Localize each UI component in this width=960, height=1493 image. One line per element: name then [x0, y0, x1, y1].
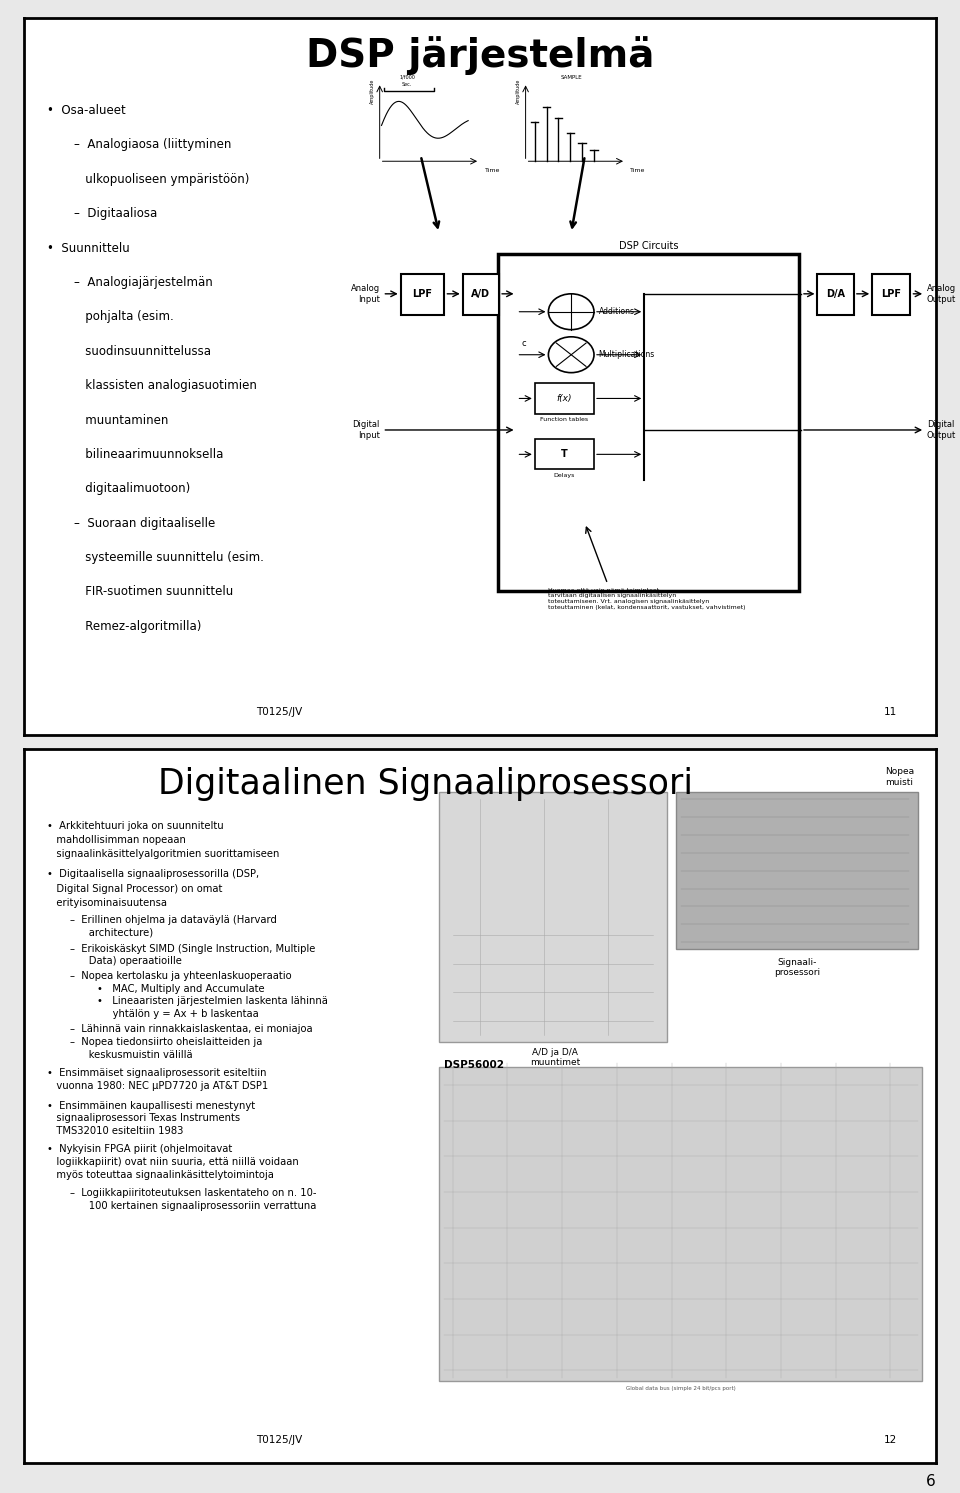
Text: logiikkapiirit) ovat niin suuria, että niillä voidaan: logiikkapiirit) ovat niin suuria, että n… — [47, 1157, 299, 1168]
Text: •  Digitaalisella signaaliprosessorilla (DSP,: • Digitaalisella signaaliprosessorilla (… — [47, 869, 259, 879]
Text: –  Nopea tiedonsiirto oheislaitteiden ja: – Nopea tiedonsiirto oheislaitteiden ja — [69, 1038, 262, 1047]
Text: T0125/JV: T0125/JV — [256, 1435, 302, 1445]
Text: suodinsuunnittelussa: suodinsuunnittelussa — [74, 345, 211, 358]
Bar — [535, 439, 594, 469]
Bar — [439, 1067, 923, 1381]
Text: Digitaalinen Signaaliprosessori: Digitaalinen Signaaliprosessori — [157, 767, 693, 802]
Text: Analog
Input: Analog Input — [350, 284, 380, 303]
Bar — [873, 273, 910, 315]
Bar — [439, 793, 667, 1042]
Text: –  Lähinnä vain rinnakkaislaskentaa, ei moniajoa: – Lähinnä vain rinnakkaislaskentaa, ei m… — [69, 1024, 312, 1035]
Text: keskusmuistin välillä: keskusmuistin välillä — [69, 1050, 192, 1060]
Text: Amplitude: Amplitude — [516, 79, 521, 105]
Text: mahdollisimman nopeaan: mahdollisimman nopeaan — [47, 835, 185, 845]
Text: 1/f000: 1/f000 — [399, 75, 415, 79]
Bar — [676, 793, 918, 950]
Text: LPF: LPF — [413, 288, 433, 299]
Text: –  Suoraan digitaaliselle: – Suoraan digitaaliselle — [74, 517, 215, 530]
Text: systeemille suunnittelu (esim.: systeemille suunnittelu (esim. — [74, 551, 264, 564]
Text: T: T — [561, 449, 567, 460]
Text: pohjalta (esim.: pohjalta (esim. — [74, 311, 174, 324]
Text: TMS32010 esiteltiin 1983: TMS32010 esiteltiin 1983 — [47, 1126, 183, 1136]
Text: Multiplications: Multiplications — [599, 351, 655, 360]
Text: Digital
Input: Digital Input — [352, 421, 380, 439]
Text: –  Nopea kertolasku ja yhteenlaskuoperaatio: – Nopea kertolasku ja yhteenlaskuoperaat… — [69, 970, 291, 981]
Text: Sec.: Sec. — [402, 82, 412, 87]
Text: muuntaminen: muuntaminen — [74, 414, 169, 427]
Text: –  Erillinen ohjelma ja dataväylä (Harvard: – Erillinen ohjelma ja dataväylä (Harvar… — [69, 915, 276, 926]
Text: 12: 12 — [884, 1435, 897, 1445]
Bar — [535, 384, 594, 414]
Text: •  Ensimmäinen kaupallisesti menestynyt: • Ensimmäinen kaupallisesti menestynyt — [47, 1100, 255, 1111]
Text: •  Arkkitehtuuri joka on suunniteltu: • Arkkitehtuuri joka on suunniteltu — [47, 821, 224, 830]
Text: Signaali-
prosessori: Signaali- prosessori — [775, 959, 821, 978]
Text: yhtälön y = Ax + b laskentaa: yhtälön y = Ax + b laskentaa — [97, 1009, 258, 1020]
Text: D/A: D/A — [827, 288, 845, 299]
Text: Digital
Output: Digital Output — [927, 421, 956, 439]
Text: Global data bus (simple 24 bit/pcs port): Global data bus (simple 24 bit/pcs port) — [626, 1386, 735, 1391]
Text: 6: 6 — [926, 1474, 936, 1489]
Text: ulkopuoliseen ympäristöön): ulkopuoliseen ympäristöön) — [74, 173, 250, 185]
Text: signaaliprosessori Texas Instruments: signaaliprosessori Texas Instruments — [47, 1114, 240, 1123]
Text: signaalinkäsittelyalgoritmien suorittamiseen: signaalinkäsittelyalgoritmien suorittami… — [47, 850, 279, 860]
Bar — [463, 273, 499, 315]
Text: –  Digitaaliosa: – Digitaaliosa — [74, 208, 157, 219]
Text: •  Ensimmäiset signaaliprosessorit esiteltiin: • Ensimmäiset signaaliprosessorit esitel… — [47, 1069, 266, 1078]
Text: vuonna 1980: NEC μPD7720 ja AT&T DSP1: vuonna 1980: NEC μPD7720 ja AT&T DSP1 — [47, 1081, 268, 1091]
Text: LPF: LPF — [881, 288, 901, 299]
Text: DSP Circuits: DSP Circuits — [619, 240, 679, 251]
Text: Time: Time — [485, 169, 500, 173]
Text: bilineaarimuunnoksella: bilineaarimuunnoksella — [74, 448, 224, 461]
Text: Huomaa että vain nämä toiminteet
tarvitaan digitaalisen signaalinkäsittelyn
tote: Huomaa että vain nämä toiminteet tarvita… — [548, 588, 746, 611]
Text: •  Nykyisin FPGA piirit (ohjelmoitavat: • Nykyisin FPGA piirit (ohjelmoitavat — [47, 1144, 232, 1154]
Bar — [498, 254, 799, 591]
Text: klassisten analogiasuotimien: klassisten analogiasuotimien — [74, 379, 257, 393]
Text: •   MAC, Multiply and Accumulate: • MAC, Multiply and Accumulate — [97, 984, 265, 993]
Text: architecture): architecture) — [69, 927, 153, 938]
Text: A/D: A/D — [471, 288, 491, 299]
Text: •  Suunnittelu: • Suunnittelu — [47, 242, 130, 254]
Text: –  Analogiaosa (liittyminen: – Analogiaosa (liittyminen — [74, 139, 231, 151]
Text: SAMPLE: SAMPLE — [561, 75, 582, 79]
Text: digitaalimuotoon): digitaalimuotoon) — [74, 482, 190, 496]
Text: A/D ja D/A
muuntimet: A/D ja D/A muuntimet — [530, 1048, 580, 1067]
Text: Data) operaatioille: Data) operaatioille — [69, 957, 181, 966]
Text: Time: Time — [631, 169, 646, 173]
Text: DSP järjestelmä: DSP järjestelmä — [306, 36, 654, 75]
Text: –  Erikoiskäskyt SIMD (Single Instruction, Multiple: – Erikoiskäskyt SIMD (Single Instruction… — [69, 944, 315, 954]
Text: Delays: Delays — [554, 473, 575, 478]
Text: Nopea
muisti: Nopea muisti — [885, 767, 914, 787]
Text: T0125/JV: T0125/JV — [256, 706, 302, 717]
Text: f(x): f(x) — [557, 394, 572, 403]
Bar — [817, 273, 854, 315]
Text: –  Logiikkapiiritoteutuksen laskentateho on n. 10-: – Logiikkapiiritoteutuksen laskentateho … — [69, 1187, 316, 1197]
Text: •   Lineaaristen järjestelmien laskenta lähinnä: • Lineaaristen järjestelmien laskenta lä… — [97, 996, 327, 1006]
Bar — [400, 273, 444, 315]
Text: Additions: Additions — [599, 308, 635, 317]
Text: erityisominaisuutensa: erityisominaisuutensa — [47, 897, 167, 908]
Text: 11: 11 — [884, 706, 897, 717]
Text: Digital Signal Processor) on omat: Digital Signal Processor) on omat — [47, 884, 222, 894]
Text: myös toteuttaa signaalinkäsittelytoimintoja: myös toteuttaa signaalinkäsittelytoimint… — [47, 1171, 274, 1179]
Text: Function tables: Function tables — [540, 417, 588, 423]
Text: c: c — [521, 339, 526, 348]
Text: FIR-suotimen suunnittelu: FIR-suotimen suunnittelu — [74, 585, 233, 599]
Text: Analog
Output: Analog Output — [927, 284, 956, 303]
Text: –  Analogiajärjestelmän: – Analogiajärjestelmän — [74, 276, 213, 290]
Text: Remez-algoritmilla): Remez-algoritmilla) — [74, 620, 202, 633]
Text: DSP56002: DSP56002 — [444, 1060, 504, 1070]
Text: Amplitude: Amplitude — [371, 79, 375, 105]
Text: •  Osa-alueet: • Osa-alueet — [47, 105, 126, 116]
Text: 100 kertainen signaaliprosessoriin verrattuna: 100 kertainen signaaliprosessoriin verra… — [69, 1200, 316, 1211]
